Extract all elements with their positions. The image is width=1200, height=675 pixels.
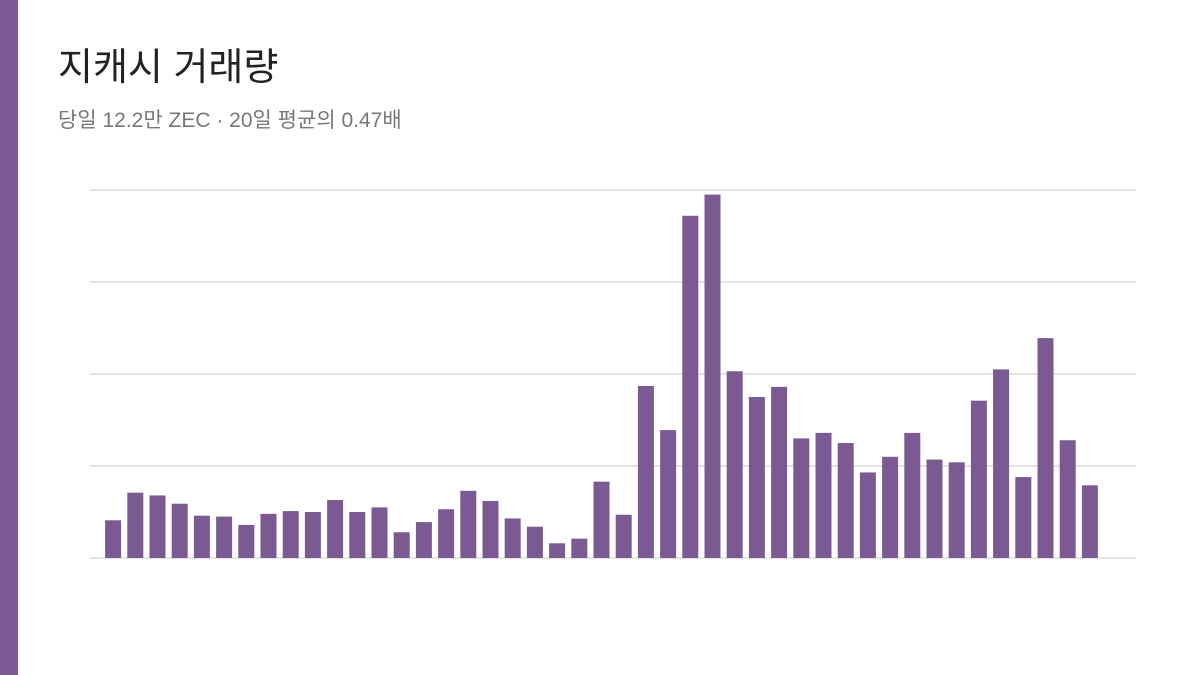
chart-subtitle: 당일 12.2만 ZEC · 20일 평균의 0.47배 (58, 109, 402, 132)
bar (993, 369, 1010, 558)
bar (948, 462, 965, 558)
bar (282, 511, 299, 558)
bar (393, 532, 410, 558)
bar (127, 492, 144, 558)
bar (970, 400, 987, 558)
bar (438, 509, 455, 558)
bar (593, 481, 610, 558)
bar (371, 507, 388, 558)
bar (171, 503, 188, 558)
bar (304, 512, 321, 558)
bar (327, 500, 344, 558)
bar (615, 514, 632, 558)
bar (837, 443, 854, 558)
bar (793, 438, 810, 558)
bar (726, 371, 743, 558)
bar (859, 472, 876, 558)
bar (1081, 485, 1098, 558)
bar (637, 385, 654, 558)
bar (704, 194, 721, 558)
accent-strip (0, 0, 18, 675)
bar (149, 495, 166, 558)
bar (1037, 338, 1054, 558)
bar (682, 215, 699, 558)
bar (904, 432, 921, 558)
bar (748, 397, 765, 558)
bar (882, 456, 899, 558)
bar (216, 516, 233, 558)
bar (926, 459, 943, 558)
bar (549, 543, 566, 558)
bar (482, 500, 499, 558)
bar (460, 490, 477, 558)
bar (504, 518, 521, 558)
bar (415, 522, 432, 558)
bar (1015, 477, 1032, 558)
bar (105, 520, 122, 558)
bar (238, 524, 255, 558)
bar (260, 513, 277, 558)
bar (571, 538, 588, 558)
bar (349, 512, 366, 558)
bar (771, 386, 788, 558)
bar (815, 432, 832, 558)
bar (1059, 440, 1076, 558)
bar (193, 515, 210, 558)
bar (526, 526, 543, 558)
chart-title: 지캐시 거래량 (58, 47, 278, 89)
bar (660, 430, 677, 558)
